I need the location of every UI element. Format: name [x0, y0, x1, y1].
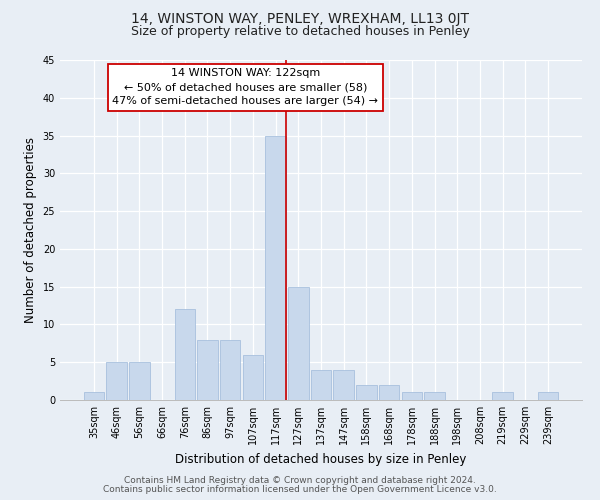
- Bar: [129, 362, 149, 400]
- Bar: [424, 392, 445, 400]
- Bar: [401, 392, 422, 400]
- Bar: [538, 392, 558, 400]
- Y-axis label: Number of detached properties: Number of detached properties: [24, 137, 37, 323]
- Bar: [356, 385, 377, 400]
- Bar: [379, 385, 400, 400]
- Bar: [106, 362, 127, 400]
- Bar: [311, 370, 331, 400]
- Bar: [175, 310, 195, 400]
- Bar: [493, 392, 513, 400]
- Bar: [220, 340, 241, 400]
- Bar: [288, 286, 308, 400]
- Bar: [197, 340, 218, 400]
- Text: Size of property relative to detached houses in Penley: Size of property relative to detached ho…: [131, 25, 469, 38]
- Text: 14 WINSTON WAY: 122sqm
← 50% of detached houses are smaller (58)
47% of semi-det: 14 WINSTON WAY: 122sqm ← 50% of detached…: [112, 68, 379, 106]
- Bar: [265, 136, 286, 400]
- Text: 14, WINSTON WAY, PENLEY, WREXHAM, LL13 0JT: 14, WINSTON WAY, PENLEY, WREXHAM, LL13 0…: [131, 12, 469, 26]
- X-axis label: Distribution of detached houses by size in Penley: Distribution of detached houses by size …: [175, 452, 467, 466]
- Bar: [242, 354, 263, 400]
- Bar: [334, 370, 354, 400]
- Text: Contains HM Land Registry data © Crown copyright and database right 2024.: Contains HM Land Registry data © Crown c…: [124, 476, 476, 485]
- Bar: [84, 392, 104, 400]
- Text: Contains public sector information licensed under the Open Government Licence v3: Contains public sector information licen…: [103, 485, 497, 494]
